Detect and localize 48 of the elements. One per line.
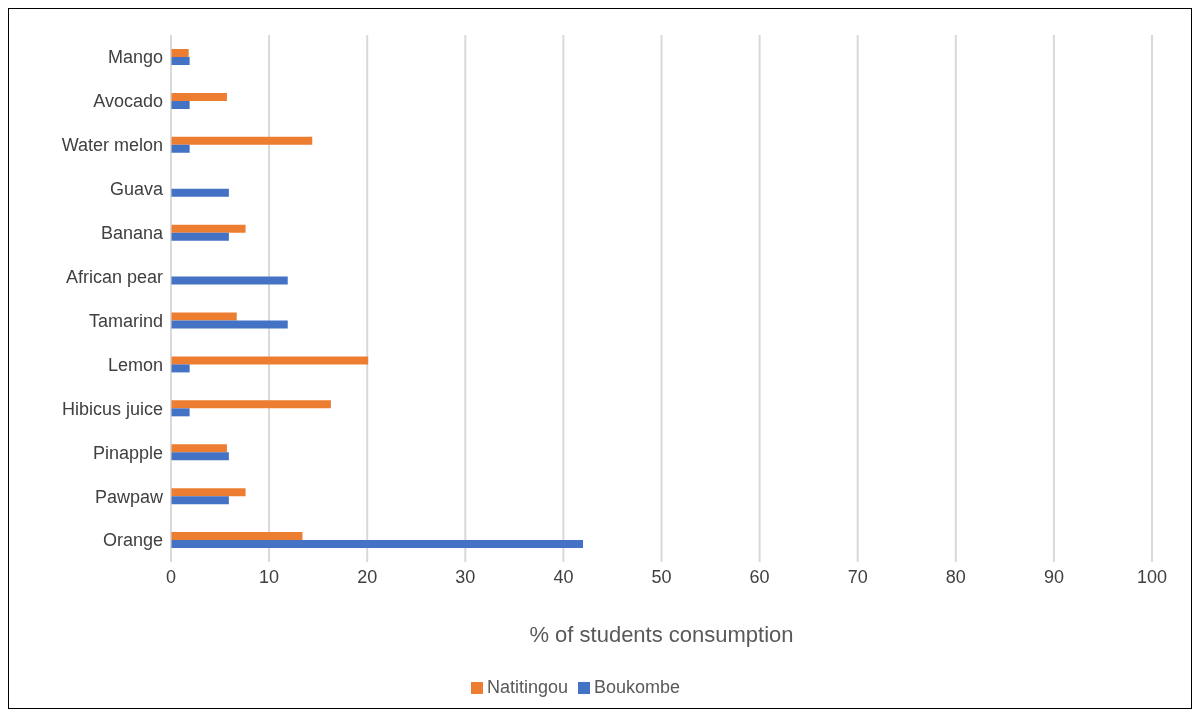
bar: [171, 320, 288, 329]
y-tick-label: Water melon: [61, 135, 163, 156]
bar: [171, 312, 237, 321]
bar: [171, 276, 288, 285]
y-tick-label: Mango: [107, 47, 163, 68]
x-tick-label: 100: [1136, 566, 1168, 587]
bar: [171, 444, 227, 453]
x-tick-label: 30: [455, 566, 476, 587]
bar: [171, 532, 303, 541]
x-tick-label: 60: [749, 566, 770, 587]
bar: [171, 488, 246, 497]
y-tick-label: Lemon: [107, 354, 163, 375]
bar: [171, 232, 229, 241]
bar: [171, 496, 229, 505]
y-tick-label: Pinapple: [92, 442, 163, 463]
x-tick-label: 90: [1043, 566, 1064, 587]
x-tick-label: 20: [357, 566, 378, 587]
x-axis-title: % of students consumption: [529, 622, 794, 647]
bar: [171, 188, 229, 197]
bar: [171, 400, 331, 409]
y-tick-label: Orange: [102, 530, 163, 551]
y-tick-label: Pawpaw: [94, 486, 164, 507]
y-tick-label: Avocado: [93, 91, 163, 112]
y-tick-label: African pear: [65, 266, 163, 287]
bar: [171, 224, 246, 233]
x-tick-label: 0: [165, 566, 177, 587]
bar: [171, 92, 227, 101]
legend-label: Boukombe: [594, 677, 681, 697]
bar: [171, 364, 190, 373]
x-tick-label: 70: [847, 566, 868, 587]
y-tick-label: Hibicus juice: [61, 398, 163, 419]
bar: [171, 57, 190, 65]
x-tick-label: 50: [651, 566, 672, 587]
bar: [171, 100, 190, 109]
bar: [171, 452, 229, 461]
legend-label: Natitingou: [486, 677, 568, 697]
bar: [171, 144, 190, 153]
x-tick-label: 10: [259, 566, 280, 587]
bar: [171, 408, 190, 417]
bar: [171, 356, 369, 365]
bar: [171, 540, 584, 549]
bar: [171, 136, 313, 145]
y-tick-label: Banana: [100, 223, 164, 244]
y-tick-label: Tamarind: [88, 310, 163, 331]
bar: [171, 49, 189, 57]
x-tick-label: 80: [945, 566, 966, 587]
y-tick-label: Guava: [109, 179, 164, 200]
x-tick-label: 40: [553, 566, 574, 587]
